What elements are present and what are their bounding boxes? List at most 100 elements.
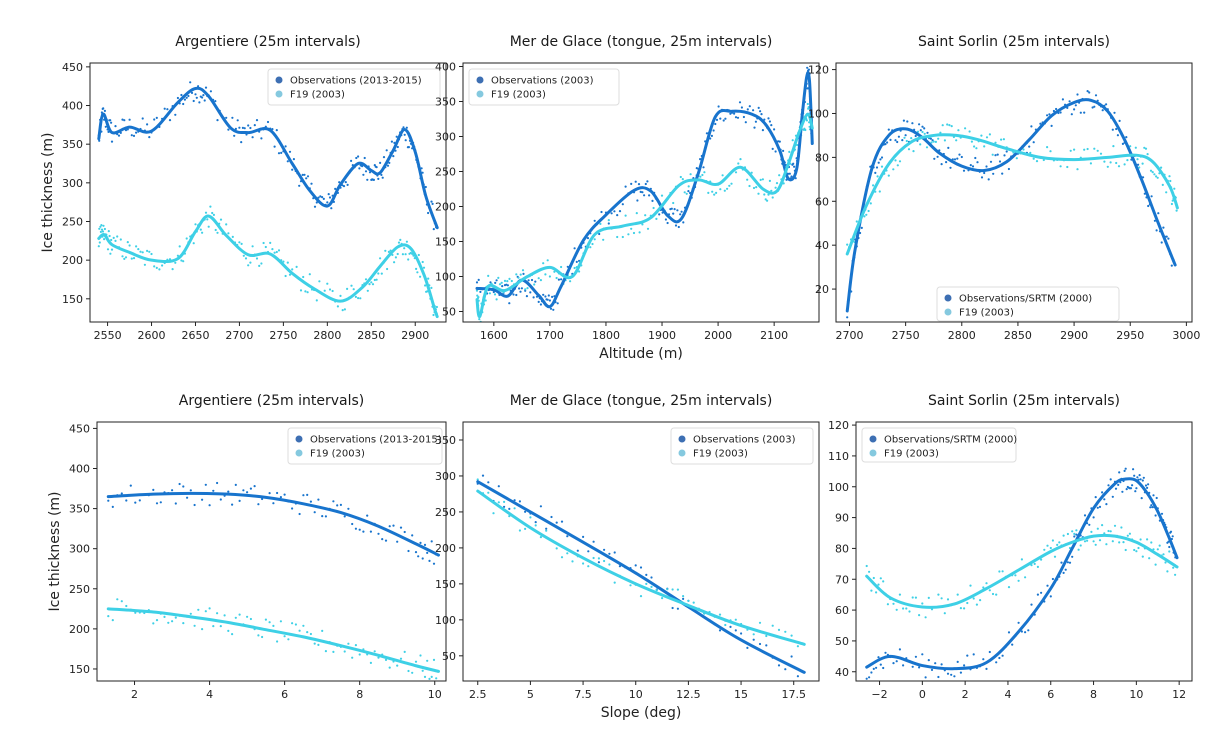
- data-point: [988, 133, 992, 136]
- data-point: [421, 557, 424, 560]
- data-point: [953, 675, 956, 678]
- data-point: [1144, 484, 1148, 487]
- data-point: [933, 157, 936, 160]
- data-point: [381, 538, 384, 541]
- x-tick-label: 15: [734, 688, 748, 701]
- data-point: [966, 654, 969, 657]
- data-point: [963, 607, 966, 610]
- data-point: [989, 160, 993, 163]
- data-point: [1113, 524, 1117, 527]
- chart-panel-5: Mer de Glace (tongue, 25m intervals) 2.5 5…: [435, 393, 820, 721]
- data-point: [875, 591, 878, 594]
- data-point: [397, 241, 401, 244]
- data-point: [427, 277, 430, 280]
- data-point: [478, 323, 480, 325]
- data-point: [682, 221, 685, 224]
- data-point: [636, 199, 639, 202]
- series-line-f19: [475, 112, 814, 318]
- data-point: [519, 273, 522, 276]
- x-tick-label: 2800: [948, 329, 976, 342]
- data-point: [392, 524, 395, 527]
- data-point: [194, 93, 197, 96]
- data-point: [1046, 146, 1049, 149]
- data-point: [174, 616, 177, 619]
- data-point: [1046, 544, 1049, 547]
- data-point: [262, 241, 265, 245]
- data-point: [273, 251, 276, 254]
- data-point: [332, 500, 335, 503]
- data-point: [478, 318, 481, 321]
- x-tick-label: 12.5: [676, 688, 701, 701]
- data-point: [223, 614, 226, 617]
- data-point: [722, 119, 725, 122]
- data-point: [271, 248, 274, 251]
- data-point: [676, 588, 680, 591]
- data-point: [417, 555, 420, 558]
- series-line-observations: [106, 491, 440, 557]
- data-point: [392, 155, 395, 158]
- data-point: [251, 245, 254, 248]
- data-point: [238, 499, 241, 502]
- data-point: [1052, 109, 1055, 113]
- data-point: [364, 278, 368, 281]
- data-point: [645, 573, 648, 577]
- data-point: [306, 493, 309, 496]
- data-point: [1144, 147, 1148, 150]
- data-point: [258, 264, 261, 267]
- data-point: [527, 279, 530, 282]
- data-point: [424, 185, 427, 189]
- data-point: [790, 175, 793, 178]
- data-point: [1029, 151, 1032, 154]
- data-point: [1015, 157, 1018, 160]
- data-point: [566, 535, 569, 538]
- data-point: [1017, 621, 1020, 624]
- data-point: [534, 524, 537, 527]
- data-point: [943, 612, 946, 615]
- data-point: [957, 129, 960, 132]
- data-point: [752, 633, 755, 636]
- y-tick-label: 200: [62, 254, 83, 267]
- data-point: [966, 601, 969, 605]
- data-point: [1126, 159, 1129, 162]
- data-point: [1112, 145, 1115, 148]
- data-point: [121, 118, 124, 121]
- data-point: [317, 643, 320, 647]
- data-point: [216, 231, 219, 234]
- legend-entry: F19 (2003): [884, 449, 939, 460]
- data-point: [317, 498, 320, 501]
- data-point: [423, 675, 427, 679]
- data-point: [956, 660, 959, 664]
- data-point: [898, 648, 902, 651]
- data-point: [283, 635, 286, 638]
- data-point: [475, 289, 479, 292]
- x-axis-label: Slope (deg): [601, 705, 682, 721]
- data-point: [342, 185, 346, 188]
- legend-marker: [944, 294, 952, 302]
- data-point: [921, 130, 924, 134]
- data-point: [788, 150, 791, 153]
- data-point: [366, 289, 369, 292]
- data-point: [1001, 654, 1004, 657]
- series-line-observations: [865, 477, 1179, 671]
- data-point: [362, 530, 365, 533]
- data-point: [905, 607, 908, 610]
- data-point: [1171, 199, 1174, 202]
- data-point: [770, 124, 773, 127]
- data-point: [257, 503, 260, 506]
- data-point: [1137, 546, 1140, 550]
- data-point: [630, 227, 633, 230]
- legend-entry: F19 (2003): [959, 308, 1014, 319]
- data-point: [1168, 545, 1171, 549]
- data-point: [1154, 514, 1157, 517]
- data-point: [246, 615, 249, 618]
- data-point: [241, 126, 244, 129]
- data-point: [963, 664, 966, 667]
- data-point: [117, 134, 121, 137]
- data-point: [201, 96, 204, 99]
- data-point: [902, 119, 906, 122]
- data-point: [924, 616, 927, 619]
- data-point: [972, 597, 975, 600]
- data-point: [934, 662, 937, 665]
- data-point: [746, 108, 749, 111]
- data-point: [166, 108, 169, 111]
